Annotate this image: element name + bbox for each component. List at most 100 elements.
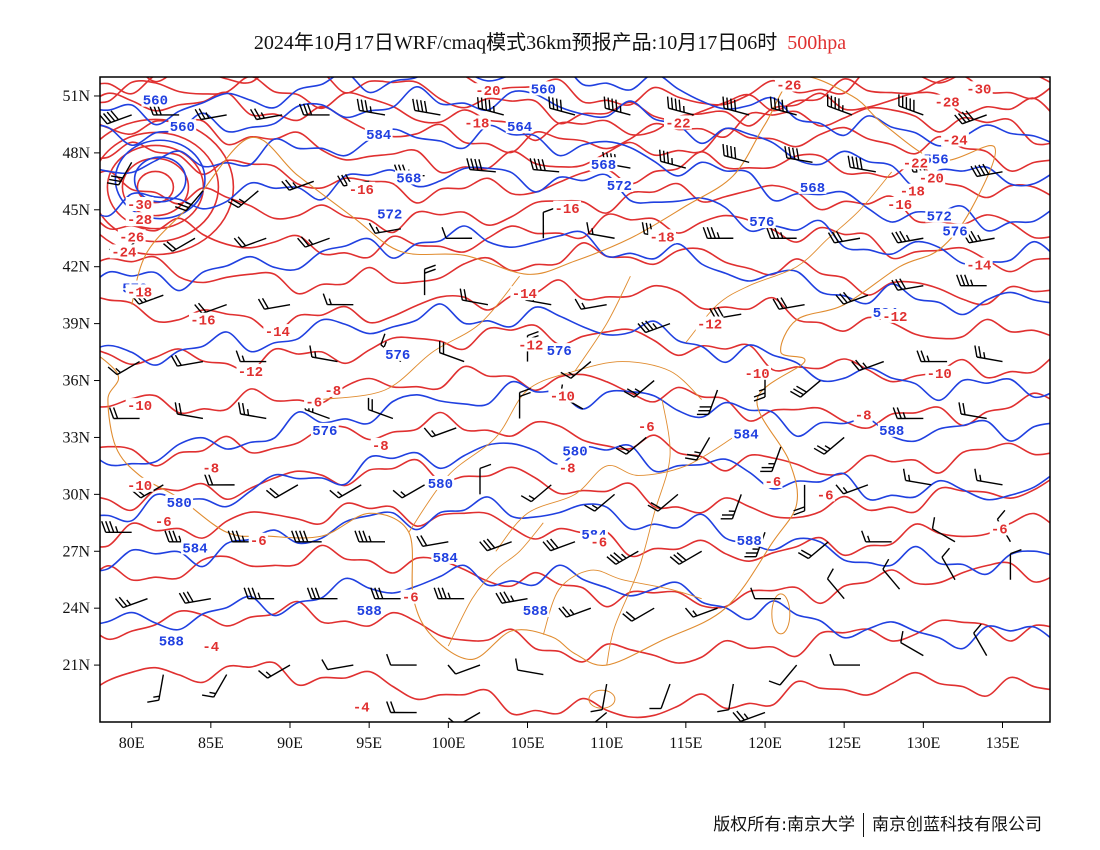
wind-barb [201,674,228,698]
temperature-label: -18 [464,116,489,132]
temperature-label: -22 [903,156,928,172]
wind-barb [586,222,615,239]
wind-barb [520,484,552,503]
wind-barb [835,291,869,305]
temperature-label: -20 [919,171,944,187]
wind-barb [423,427,457,438]
wind-barb [720,494,742,520]
wind-barb [386,701,417,714]
y-tick-label: 36N [62,373,90,390]
height-contour [100,124,1050,232]
wind-barb [329,484,362,499]
wind-barb [717,683,735,713]
temperature-label-bg [516,337,545,352]
wind-barb [433,587,465,600]
wind-barb [423,264,436,296]
temperature-label: -14 [512,287,537,303]
height-label: 588 [357,604,382,620]
height-contour-low [133,156,187,203]
wind-barb [542,538,576,552]
wind-barb [594,711,608,722]
y-tick-label: 45N [62,202,90,219]
temperature-label: -18 [900,185,925,201]
wind-barb [170,354,204,367]
x-axis: 80E 85E 90E 95E 100E 105E 110E 115E 120E 125E 130E… [119,722,1019,752]
temperature-label: -14 [966,259,991,275]
temperature-label: -8 [855,409,872,425]
wind-barb [416,535,449,547]
province-border [321,275,520,400]
wind-barb [476,96,504,116]
wind-barb [974,345,1003,363]
height-contour [100,496,1050,576]
wind-barb [459,288,489,306]
wind-barb [891,230,924,244]
height-label: 584 [182,541,207,557]
wind-barb [203,473,235,486]
temperature-contour [100,91,1050,154]
wind-barb [956,274,987,287]
temperature-label-bg [125,197,154,211]
china-borders [100,77,997,709]
temperature-contour [145,77,1050,106]
wind-barb [709,306,742,320]
wind-barb [386,653,417,666]
wind-barb [772,297,805,310]
y-tick-label: 51N [62,88,90,105]
temperature-label: -6 [764,475,781,491]
wind-barb [574,298,607,310]
wind-barb [669,550,703,565]
temperature-label: -16 [190,314,215,330]
temperature-label-bg [815,487,835,502]
height-label-bg [529,81,558,96]
wind-barb [257,297,291,310]
height-label-bg [383,346,412,361]
wind-barb [370,587,401,600]
x-tick-label: 130E [906,735,940,752]
temperature-label: -8 [559,462,576,478]
temperature-label: -26 [119,230,144,246]
chart-title: 2024年10月17日WRF/cmaq模式36km预报产品:10月17日06时 5… [0,26,1100,55]
temperature-label: -14 [265,325,290,341]
temperature-label: -16 [554,202,579,218]
height-label-bg [925,208,954,223]
temperature-label: -10 [550,390,575,406]
temperature-label: -10 [127,479,152,495]
wind-barb [973,623,988,656]
wind-barb [412,98,441,116]
wind-barb [954,110,987,125]
height-label: 556 [923,153,948,169]
height-label: 584 [433,551,458,567]
wind-barb [560,361,592,379]
wind-barb [970,163,1003,178]
height-label-bg [364,126,393,141]
height-label: 560 [531,82,556,98]
height-label-bg [426,475,455,490]
wind-barb [882,558,901,590]
wind-barb [147,674,165,703]
temperature-label: -8 [372,439,389,455]
wind-barb [684,437,711,461]
x-tick-label: 105E [511,735,545,752]
x-tick-label: 85E [198,735,224,752]
china-border [100,77,997,666]
temperature-label-bg [885,197,914,211]
wind-barb [647,493,679,512]
height-label-bg [545,343,574,358]
wind-barb [827,94,853,116]
temperature-label-bg [236,363,265,378]
wind-barb [784,146,813,164]
wind-barb [941,547,956,581]
temperature-label-bg [201,639,221,653]
wind-barb [529,158,560,173]
height-label: 580 [562,445,587,461]
wind-barb [958,402,987,420]
wind-barb [766,227,797,240]
temperature-label-bg [510,286,539,301]
province-border [495,437,734,552]
temperature-contour [100,213,1050,273]
height-label: 580 [428,477,453,493]
temperature-label-bg [548,388,577,403]
wind-barb [835,484,869,495]
